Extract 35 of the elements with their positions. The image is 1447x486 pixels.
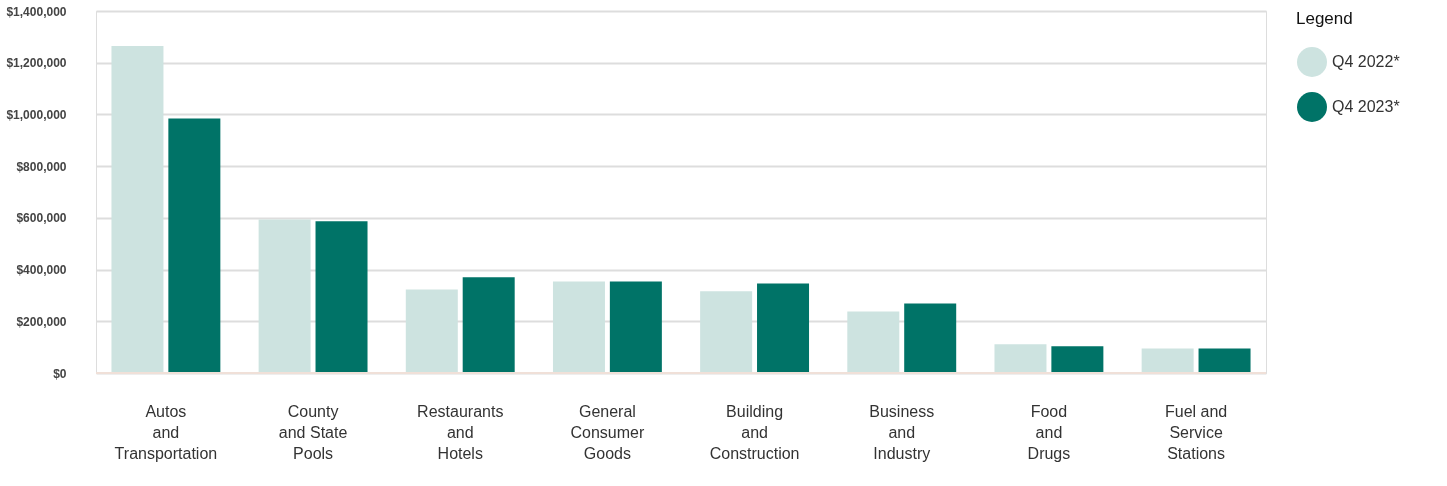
y-tick-label: $1,200,000 — [6, 56, 67, 71]
bar — [315, 221, 368, 373]
y-tick-label: $200,000 — [16, 314, 67, 329]
x-tick-label: County and State Pools — [278, 402, 348, 462]
legend-label: Q4 2023* — [1332, 98, 1400, 115]
x-tick-label: Autos and Transportation — [114, 402, 218, 462]
bar — [904, 303, 957, 373]
bar — [462, 277, 515, 373]
x-tick-label: Restaurants and Hotels — [417, 402, 504, 462]
y-tick-label: $400,000 — [16, 263, 67, 278]
bar — [757, 283, 810, 373]
bar — [258, 219, 311, 373]
x-tick-label: Food and Drugs — [1027, 402, 1071, 462]
x-tick-label: Building and Construction — [709, 402, 800, 462]
legend-label: Q4 2022* — [1332, 53, 1400, 70]
y-tick-label: $800,000 — [16, 159, 67, 174]
bar — [168, 118, 221, 373]
y-tick-label: $1,000,000 — [6, 107, 67, 122]
bar — [1051, 346, 1104, 373]
x-tick-label: Business and Industry — [869, 402, 935, 462]
y-tick-label: $1,400,000 — [6, 4, 67, 19]
x-tick-label: General Consumer Goods — [570, 402, 645, 462]
bar — [994, 344, 1047, 373]
bar — [1141, 348, 1194, 373]
bar — [111, 45, 164, 373]
bar — [405, 289, 458, 373]
y-tick-label: $600,000 — [16, 211, 67, 226]
bar — [700, 291, 753, 373]
legend-title: Legend — [1296, 9, 1353, 28]
y-tick-label: $0 — [53, 366, 67, 381]
x-tick-label: Fuel and Service Stations — [1164, 402, 1228, 462]
bar — [1198, 348, 1251, 373]
bar — [847, 311, 900, 373]
bar — [609, 281, 662, 373]
bar — [552, 281, 605, 373]
